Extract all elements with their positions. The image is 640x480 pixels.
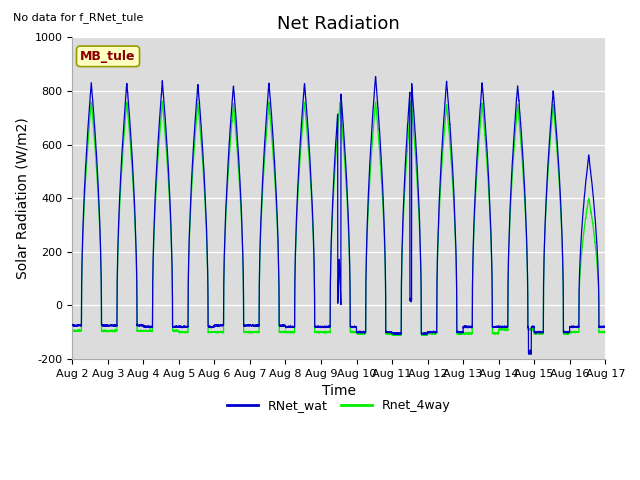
RNet_wat	[602, 324, 609, 329]
Rnet_4way	[326, 330, 333, 336]
RNet_wat	[68, 322, 76, 328]
Rnet_4way	[125, 122, 132, 128]
Legend: RNet_wat, Rnet_4way: RNet_wat, Rnet_4way	[222, 394, 456, 417]
Rnet_4way	[418, 333, 426, 339]
Title: Net Radiation: Net Radiation	[277, 15, 400, 33]
RNet_wat	[527, 351, 535, 357]
Rnet_4way	[247, 329, 255, 335]
RNet_wat	[326, 324, 333, 330]
Line: RNet_wat: RNet_wat	[72, 77, 605, 354]
Rnet_4way	[602, 329, 609, 335]
Text: MB_tule: MB_tule	[80, 50, 136, 63]
Line: Rnet_4way: Rnet_4way	[72, 101, 605, 336]
RNet_wat	[132, 265, 140, 271]
Text: No data for f_RNet_tule: No data for f_RNet_tule	[13, 12, 143, 23]
RNet_wat	[125, 105, 132, 111]
RNet_wat	[481, 108, 488, 114]
Rnet_4way	[68, 328, 76, 334]
RNet_wat	[438, 148, 445, 154]
X-axis label: Time: Time	[322, 384, 356, 398]
Rnet_4way	[438, 163, 445, 168]
Y-axis label: Solar Radiation (W/m2): Solar Radiation (W/m2)	[15, 117, 29, 279]
Rnet_4way	[132, 268, 140, 274]
Rnet_4way	[407, 98, 415, 104]
RNet_wat	[372, 74, 380, 80]
Rnet_4way	[481, 127, 488, 133]
RNet_wat	[247, 323, 255, 329]
